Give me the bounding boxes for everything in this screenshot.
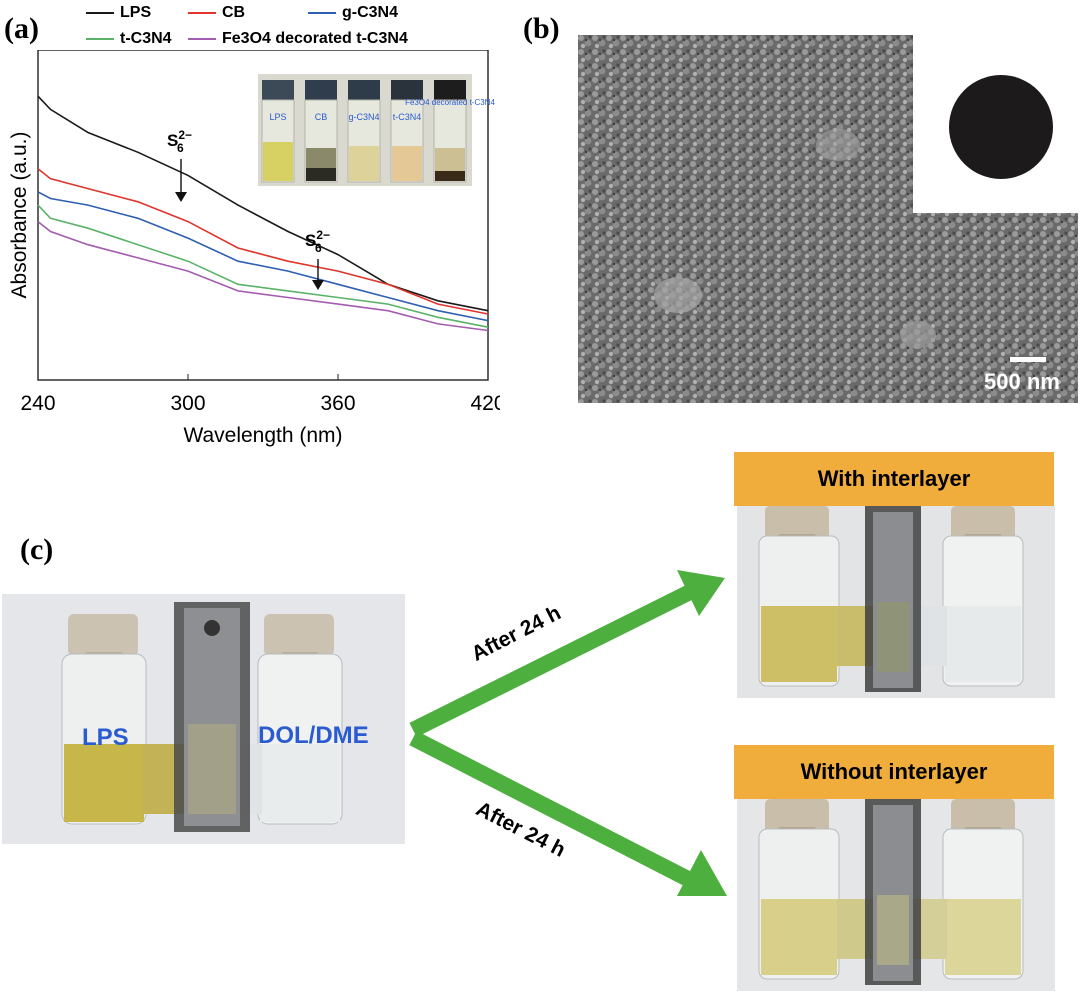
vial-lps: [261, 80, 295, 183]
lps-label: LPS: [82, 724, 129, 751]
legend-label: CB: [222, 4, 246, 21]
inset-label-t-c3n4: t-C3N4: [393, 112, 422, 122]
series-line: [37, 204, 489, 328]
inset-vial-photo: LPS CB g-C3N4 t-C3N4 Fe3O4 decorated t-C…: [258, 74, 495, 186]
inset-label-cb: CB: [315, 112, 328, 122]
arrow-bottom-head: [677, 850, 727, 896]
legend-swatch: [188, 38, 216, 40]
interlayer-disc: [949, 75, 1053, 179]
panel-label-a: (a): [4, 12, 39, 45]
legend-item-t-c3n4: t-C3N4: [86, 30, 172, 48]
series-line: [37, 191, 489, 322]
h-cell-photo-with-interlayer: [737, 506, 1055, 698]
legend-label: g-C3N4: [342, 4, 399, 21]
vial-g-c3n4: [347, 80, 381, 183]
annotation-s6-2: S2− 6: [305, 228, 330, 255]
h-cell-drawing-without: [758, 799, 1024, 985]
annotation-s6-1: S2− 6: [167, 128, 192, 155]
series-line: [37, 220, 489, 332]
vial-cb: [304, 80, 338, 183]
inset-label-fe3o4: Fe3O4 decorated t-C3N4: [405, 98, 495, 107]
arrow-top-shaft: [409, 584, 694, 738]
h-cell-photo-without-interlayer: [737, 799, 1055, 991]
legend-swatch: [308, 12, 336, 14]
scale-bar: [1010, 357, 1046, 362]
annotation-arrowhead-1: [175, 192, 187, 202]
x-axis-label: Wavelength (nm): [183, 424, 342, 447]
annotation-arrowhead-2: [312, 280, 324, 290]
sem-image: 500 nm: [578, 35, 1078, 403]
legend-item-fe3o4: Fe3O4 decorated t-C3N4: [188, 30, 408, 48]
legend-item-cb: CB: [188, 4, 245, 22]
inset-label-lps: LPS: [269, 112, 286, 122]
dol-dme-label: DOL/DME: [258, 722, 369, 749]
panel-label-b: (b): [523, 12, 560, 45]
x-tick-label: 300: [170, 392, 205, 415]
x-tick-label: 420: [470, 392, 500, 415]
legend-swatch: [86, 38, 114, 40]
inset-label-g-c3n4: g-C3N4: [348, 112, 379, 122]
legend-swatch: [188, 12, 216, 14]
arrow-bottom-shaft: [409, 730, 694, 888]
with-interlayer-header: With interlayer: [734, 452, 1054, 506]
x-tick-label: 360: [320, 392, 355, 415]
series-line: [37, 95, 489, 312]
arrow-layer: [409, 570, 727, 896]
y-axis-label: Absorbance (a.u.): [8, 132, 31, 299]
legend-label: LPS: [120, 4, 152, 21]
arrow-top-head: [677, 570, 725, 616]
legend-item-g-c3n4: g-C3N4: [308, 4, 398, 22]
legend-label: Fe3O4 decorated t-C3N4: [222, 30, 408, 47]
vial-fe3o4: [433, 80, 467, 183]
without-interlayer-header: Without interlayer: [734, 745, 1054, 799]
legend-label: t-C3N4: [120, 30, 172, 47]
scale-bar-label: 500 nm: [984, 369, 1060, 394]
legend-swatch: [86, 12, 114, 14]
series-line: [37, 168, 489, 315]
series-layer: [37, 95, 489, 332]
sem-inset: [913, 35, 1078, 213]
plot-frame: [37, 50, 489, 381]
vial-t-c3n4: [390, 80, 424, 183]
x-tick-label: 240: [20, 392, 55, 415]
panel-label-c: (c): [20, 533, 54, 566]
h-cell-drawing-with: [758, 506, 1024, 692]
legend-item-lps: LPS: [86, 4, 151, 22]
h-cell-photo-initial: LPS DOL/DME: [2, 594, 405, 844]
absorbance-chart: 240 300 360 420 Wavelength (nm) Absorbance …: [8, 50, 500, 447]
tick-layer: 240 300 360 420: [20, 374, 500, 415]
h-cell-drawing: [61, 602, 343, 832]
